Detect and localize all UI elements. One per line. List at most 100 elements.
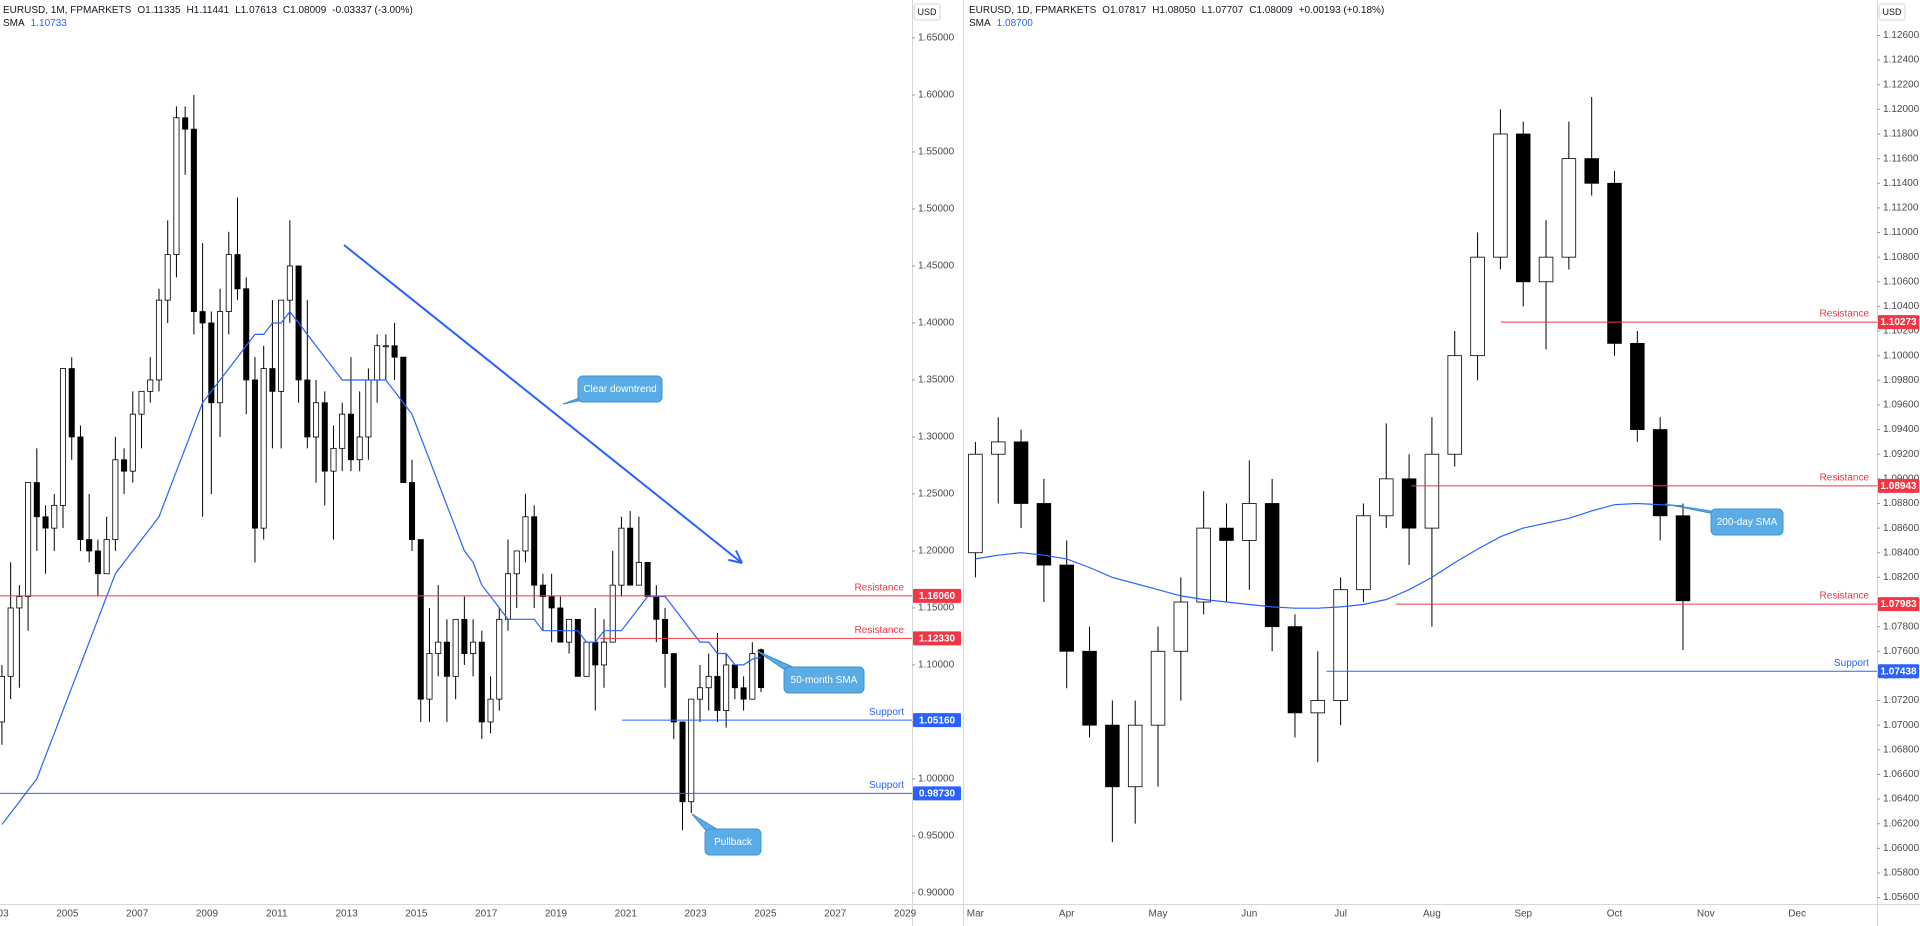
candle-body — [225, 254, 232, 312]
candle-body — [347, 413, 354, 461]
x-tick-label: 2029 — [894, 909, 917, 920]
candle-body — [1264, 503, 1280, 628]
level-label: Resistance — [1820, 473, 1870, 484]
y-tick-label: 1.11200 — [1883, 203, 1919, 214]
candle-body — [443, 641, 450, 677]
candle-body — [990, 441, 1006, 455]
candle-body — [0, 675, 5, 723]
x-tick-label: 2011 — [266, 909, 288, 920]
candle-body — [452, 618, 459, 677]
candle-body — [1447, 355, 1462, 455]
candle-body — [260, 368, 267, 529]
candle-body — [696, 687, 703, 700]
x-tick-label: 2021 — [615, 909, 638, 920]
plot-area — [968, 97, 1691, 843]
y-tick-label: 1.45000 — [918, 261, 955, 272]
candle-body — [16, 596, 23, 609]
x-tick-label: 2013 — [335, 909, 358, 920]
y-tick-label: 1.10000 — [1883, 350, 1920, 361]
price-tag-label: 1.10273 — [1880, 317, 1917, 328]
arrow-head — [728, 558, 743, 564]
candle-body — [1333, 589, 1348, 701]
x-tick-label: 2015 — [405, 909, 428, 920]
candle-body — [1013, 441, 1029, 504]
y-tick-label: 1.12000 — [1883, 104, 1920, 115]
candle-body — [705, 675, 712, 689]
candle-body — [243, 288, 250, 381]
x-tick-label: Dec — [1788, 909, 1806, 920]
candle-body — [1127, 724, 1143, 788]
candle-body — [478, 641, 485, 723]
candle-body — [199, 311, 206, 324]
candle-body — [653, 596, 660, 620]
y-tick-label: 1.09400 — [1883, 424, 1920, 435]
x-tick-label: 2005 — [56, 909, 79, 920]
x-tick-label: Sep — [1514, 909, 1532, 920]
candle-body — [461, 618, 468, 654]
x-tick-label: 2025 — [754, 909, 777, 920]
candle-body — [609, 584, 616, 643]
y-tick-label: 1.06400 — [1883, 794, 1920, 805]
callout-text: Clear downtrend — [583, 384, 656, 395]
candle-body — [1287, 626, 1303, 714]
y-tick-label: 1.10400 — [1883, 301, 1920, 312]
candle-body — [391, 345, 398, 358]
x-tick-label: 2017 — [475, 909, 498, 920]
x-tick-label: 2007 — [126, 909, 149, 920]
y-tick-label: 1.06200 — [1883, 818, 1920, 829]
candle-body — [426, 653, 433, 700]
candle-body — [356, 436, 363, 461]
candle-body — [1219, 527, 1234, 541]
close: C1.08009 — [282, 5, 327, 16]
sma-value: 1.08700 — [996, 18, 1033, 29]
candle-body — [33, 482, 40, 518]
candle-body — [365, 379, 372, 438]
y-tick-label: 1.11600 — [1883, 153, 1919, 164]
candle-body — [1173, 601, 1189, 652]
candle-body — [688, 698, 695, 803]
candle-body — [600, 641, 608, 666]
y-tick-label: 1.05800 — [1883, 868, 1920, 879]
level-label: Resistance — [1820, 591, 1870, 602]
candle-body — [25, 482, 32, 597]
chart-legend: EURUSD, 1M, FPMARKETS O1.11335 H1.11441 L1.… — [3, 4, 419, 30]
callout-box — [783, 666, 865, 694]
callout-text: 200-day SMA — [1717, 517, 1778, 528]
price-tag-label: 1.16060 — [919, 591, 956, 602]
price-tag-label: 1.07438 — [1880, 666, 1917, 677]
y-tick-label: 1.09200 — [1883, 449, 1920, 460]
currency: USD — [1882, 7, 1902, 17]
y-tick-label: 1.08200 — [1883, 572, 1920, 583]
candle-body — [1584, 158, 1599, 184]
candle-body — [208, 322, 215, 404]
candle-body — [592, 641, 599, 666]
y-tick-label: 1.07000 — [1883, 720, 1920, 731]
candle-body — [1356, 515, 1371, 591]
candle-body — [129, 413, 136, 472]
candle-body — [321, 402, 328, 472]
candle-body — [304, 379, 311, 438]
price-tag — [1878, 597, 1919, 612]
candle-body — [278, 299, 285, 392]
sma-label: SMA — [3, 18, 25, 29]
candle-body — [1379, 478, 1394, 517]
y-tick-label: 1.08600 — [1883, 523, 1920, 534]
y-tick-label: 1.07800 — [1883, 621, 1920, 632]
x-tick-label: 2023 — [684, 909, 707, 920]
candle-body — [758, 649, 765, 689]
x-tick-label: Nov — [1697, 909, 1715, 920]
y-tick-label: 1.65000 — [918, 33, 955, 44]
candle-body — [77, 436, 84, 540]
candle-body — [1150, 650, 1166, 726]
x-tick-label: Oct — [1607, 909, 1623, 920]
candle-body — [1196, 527, 1211, 603]
candle-body — [1675, 515, 1691, 602]
y-tick-label: 1.06800 — [1883, 744, 1920, 755]
price-tag — [1878, 664, 1919, 679]
candle-body — [635, 561, 642, 586]
candle-body — [217, 311, 224, 404]
arrow-head — [735, 549, 743, 564]
candle-body — [251, 379, 258, 529]
candle-body — [121, 459, 128, 472]
